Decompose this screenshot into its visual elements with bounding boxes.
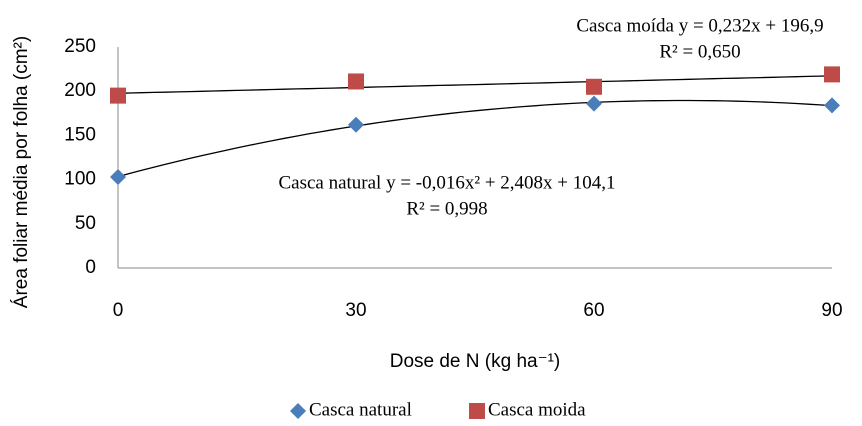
x-tick-label: 30 [345,300,366,321]
marker [824,66,840,83]
annotation: R² = 0,998 [406,198,487,219]
y-tick-label: 0 [85,257,96,278]
y-tick-label: 100 [64,169,96,190]
x-tick-label: 90 [821,300,842,321]
annotation: Casca natural y = -0,016x² + 2,408x + 10… [278,172,615,193]
y-tick-label: 200 [64,80,96,101]
marker [586,78,602,95]
x-axis-label: Dose de N (kg ha⁻¹) [390,351,561,372]
marker [110,168,126,185]
marker [586,95,602,112]
annotation: Casca moída y = 0,232x + 196,9 [576,15,823,36]
y-tick-label: 250 [64,36,96,57]
marker [824,97,840,114]
x-tick-label: 0 [113,300,124,321]
x-tick-label: 60 [583,300,604,321]
legend-label: Casca moida [488,399,586,420]
legend-marker [290,403,306,419]
y-tick-label: 150 [64,124,96,145]
trendline [117,99,833,178]
y-axis-label: Área foliar média por folha (cm²) [11,36,32,308]
trendline [117,75,833,94]
marker [110,87,126,104]
marker [348,73,364,90]
y-tick-label: 50 [75,213,96,234]
legend-label: Casca natural [309,399,412,420]
legend-marker [469,403,485,419]
annotation: R² = 0,650 [659,41,740,62]
marker [348,116,364,133]
